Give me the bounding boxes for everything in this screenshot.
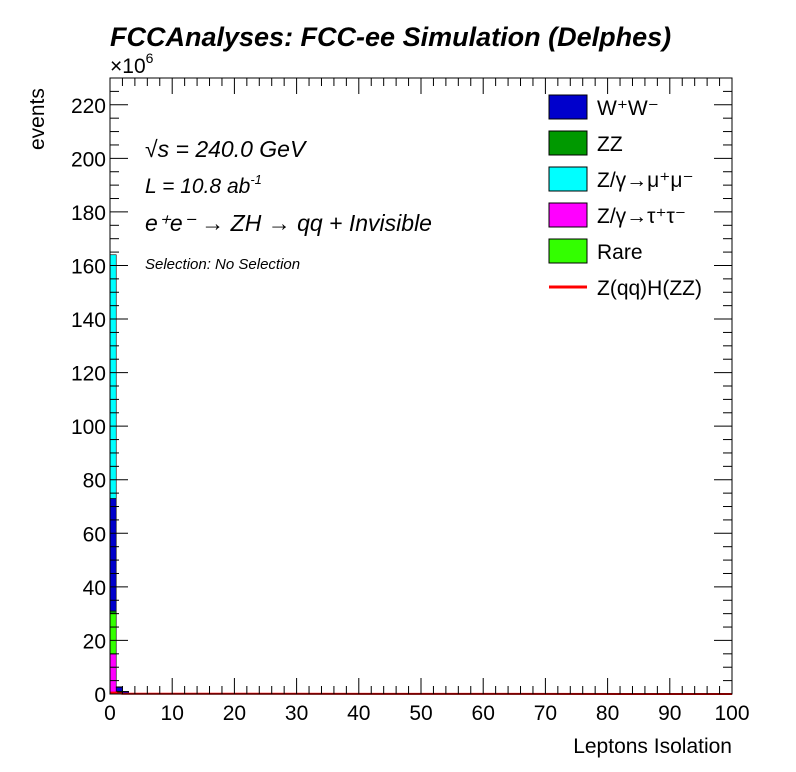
process-annotation: e⁺e⁻ → ZH → qq + Invisible: [145, 210, 432, 236]
svg-text:×106: ×106: [110, 50, 154, 78]
legend-label: W⁺W⁻: [597, 97, 659, 120]
chart-title: FCCAnalyses: FCC-ee Simulation (Delphes): [110, 22, 671, 52]
bar-series-3-bin-0: [109, 498, 117, 612]
y-tick-label: 160: [71, 255, 106, 278]
svg-text:√s = 240.0 GeV: √s = 240.0 GeV: [145, 136, 308, 162]
y-tick-label: 220: [71, 95, 106, 118]
y-tick-label: 0: [94, 684, 106, 707]
y-tick-label: 60: [83, 523, 106, 546]
y-axis-label: events: [26, 88, 49, 150]
legend-swatch: [548, 202, 588, 228]
y-tick-label: 180: [71, 202, 106, 225]
x-tick-label: 40: [347, 702, 370, 725]
selection-annotation: Selection: No Selection: [145, 256, 300, 273]
x-tick-label: 30: [285, 702, 308, 725]
luminosity-annotation: L = 10.8 ab-1: [145, 172, 262, 198]
x-tick-label: 0: [104, 702, 116, 725]
legend: W⁺W⁻ ZZ Z/γ→μ⁺μ⁻ Z/γ→τ⁺τ⁻ Rare Z(qq)H(ZZ): [548, 94, 702, 300]
y-axis-multiplier: ×106: [110, 50, 154, 78]
x-tick-label: 100: [714, 702, 749, 725]
y-tick-label: 120: [71, 363, 106, 386]
legend-swatch: [548, 130, 588, 156]
legend-label: Rare: [597, 241, 643, 264]
x-tick-label: 50: [409, 702, 432, 725]
x-tick-label: 20: [223, 702, 246, 725]
y-tick-label: 40: [83, 577, 106, 600]
y-tick-label: 20: [83, 630, 106, 653]
y-tick-label: 140: [71, 309, 106, 332]
x-tick-label: 70: [534, 702, 557, 725]
x-axis-label: Leptons Isolation: [573, 735, 732, 758]
legend-swatch: [548, 238, 588, 264]
y-tick-label: 80: [83, 470, 106, 493]
x-tick-label: 60: [472, 702, 495, 725]
bar-series-3-bin-1: [115, 687, 123, 692]
bar-series-4-bin-1: [115, 686, 123, 688]
x-tick-label: 10: [161, 702, 184, 725]
y-tick-label: 100: [71, 416, 106, 439]
x-tick-label: 80: [596, 702, 619, 725]
legend-swatch: [548, 94, 588, 120]
legend-label: Z/γ→μ⁺μ⁻: [597, 169, 694, 192]
legend-label: Z/γ→τ⁺τ⁻: [597, 205, 686, 228]
y-tick-label: 200: [71, 148, 106, 171]
sqrt-s-annotation: √s = 240.0 GeV: [145, 136, 308, 162]
legend-label: ZZ: [597, 133, 623, 156]
x-tick-label: 90: [658, 702, 681, 725]
bar-series-1-bin-0: [109, 613, 117, 655]
bar-series-4-bin-0: [109, 254, 117, 499]
legend-label: Z(qq)H(ZZ): [597, 277, 702, 300]
legend-swatch: [548, 166, 588, 192]
bar-series-0-bin-0: [109, 653, 117, 695]
svg-text:L = 10.8 ab-1: L = 10.8 ab-1: [145, 172, 262, 198]
